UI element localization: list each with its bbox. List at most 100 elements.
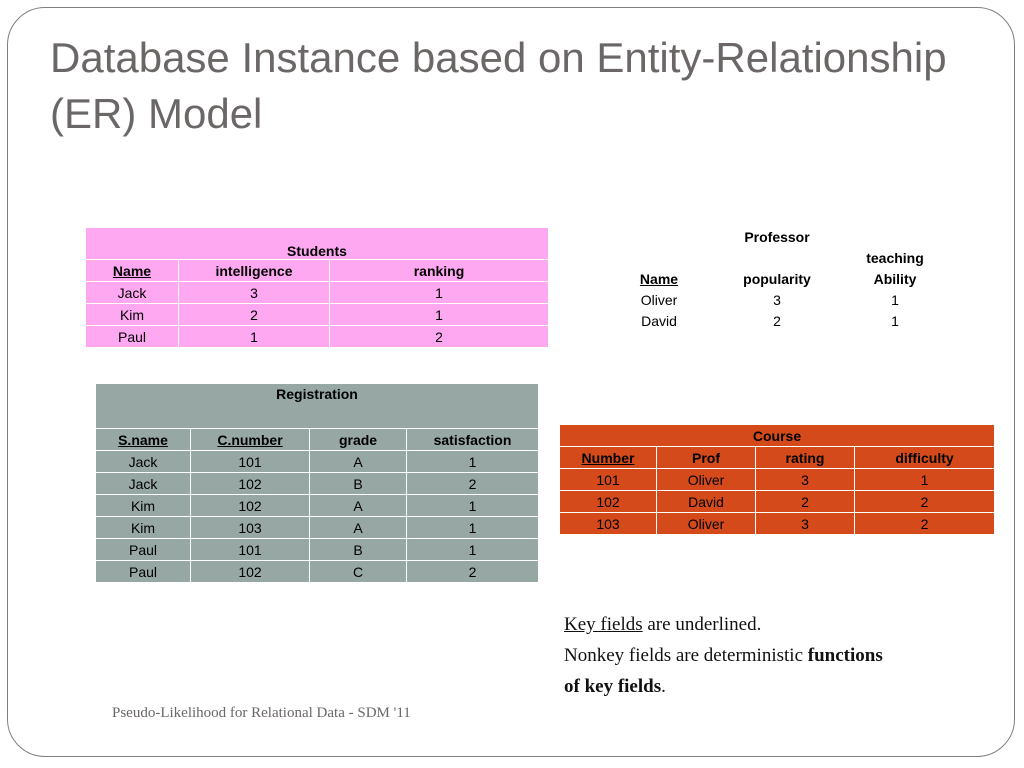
table-cell: 102: [560, 490, 657, 513]
table-row: Kim 103 A 1: [96, 516, 538, 539]
table-cell: 103: [190, 516, 310, 539]
table-cell: 3: [755, 512, 855, 535]
slide-footer: Pseudo-Likelihood for Relational Data - …: [112, 705, 411, 721]
key-fields-note: Key fields are underlined. Nonkey fields…: [564, 609, 984, 702]
table-cell: 2: [406, 560, 538, 583]
table-cell: 103: [560, 512, 657, 535]
table-cell: C: [309, 560, 407, 583]
course-header-difficulty: difficulty: [854, 446, 994, 469]
table-row: Jack 102 B 2: [96, 472, 538, 495]
table-cell: 3: [178, 281, 330, 304]
table-cell: 3: [755, 468, 855, 491]
table-cell: Paul: [96, 560, 191, 583]
table-cell: 1: [406, 450, 538, 473]
table-cell: Oliver: [640, 291, 678, 308]
students-header-name: Name: [86, 259, 179, 282]
table-cell: 2: [406, 472, 538, 495]
registration-header-satisfaction: satisfaction: [406, 428, 538, 451]
course-header-prof: Prof: [656, 446, 756, 469]
table-cell: A: [309, 516, 407, 539]
table-cell: Kim: [86, 303, 179, 326]
table-row: Kim 102 A 1: [96, 494, 538, 517]
note-key-fields: Key fields: [564, 614, 643, 635]
table-cell: David: [656, 490, 756, 513]
note-line3-end: .: [661, 676, 666, 697]
table-cell: Kim: [96, 516, 191, 539]
table-row: Kim 2 1: [86, 303, 548, 326]
table-cell: 2: [755, 490, 855, 513]
note-line1-rest: are underlined.: [642, 614, 762, 635]
students-header-ranking: ranking: [329, 259, 548, 282]
table-row: Paul 101 B 1: [96, 538, 538, 561]
table-row: Jack 101 A 1: [96, 450, 538, 473]
table-cell: 2: [854, 490, 994, 513]
table-cell: 102: [190, 472, 310, 495]
table-cell: 2: [178, 303, 330, 326]
table-cell: Jack: [96, 450, 191, 473]
table-cell: 1: [406, 538, 538, 561]
students-table: Students Name intelligence ranking Jack …: [86, 228, 548, 348]
table-row: Paul 1 2: [86, 325, 548, 348]
table-cell: 1: [178, 325, 330, 348]
table-cell: 102: [190, 494, 310, 517]
table-cell: Paul: [86, 325, 179, 348]
table-cell: 102: [190, 560, 310, 583]
slide-frame: [7, 7, 1015, 757]
table-row: Oliver 3 1: [600, 289, 954, 310]
course-header-rating: rating: [755, 446, 855, 469]
table-cell: 2: [773, 312, 781, 329]
professor-header-name: Name: [639, 270, 679, 287]
registration-caption: Registration: [96, 384, 538, 429]
table-cell: 1: [329, 303, 548, 326]
professor-caption: Professor: [744, 228, 810, 245]
professor-table: Professor teaching Name popularity Abili…: [600, 226, 954, 331]
course-caption: Course: [560, 425, 994, 447]
students-caption: Students: [86, 228, 548, 260]
slide-title: Database Instance based on Entity-Relati…: [50, 34, 947, 137]
table-cell: 1: [329, 281, 548, 304]
course-header-number: Number: [560, 446, 657, 469]
table-cell: B: [309, 472, 407, 495]
table-row: Jack 3 1: [86, 281, 548, 304]
table-cell: Oliver: [656, 512, 756, 535]
table-row: David 2 1: [600, 310, 954, 331]
note-line-3: of key fields.: [564, 671, 984, 702]
table-cell: Jack: [96, 472, 191, 495]
table-cell: 1: [891, 291, 899, 308]
note-line2-text: Nonkey fields are deterministic: [564, 645, 808, 666]
registration-header-sname: S.name: [96, 428, 191, 451]
table-cell: 101: [190, 450, 310, 473]
course-table: Course Number Prof rating difficulty 101…: [560, 425, 994, 535]
table-row: 101 Oliver 3 1: [560, 468, 994, 491]
table-cell: 1: [406, 494, 538, 517]
note-line3-bold: of key fields: [564, 676, 662, 697]
table-cell: Paul: [96, 538, 191, 561]
table-cell: 1: [406, 516, 538, 539]
table-cell: 101: [190, 538, 310, 561]
registration-header-cnumber: C.number: [190, 428, 310, 451]
table-cell: A: [309, 450, 407, 473]
registration-table: Registration S.name C.number grade satis…: [96, 384, 538, 583]
table-cell: Kim: [96, 494, 191, 517]
table-cell: A: [309, 494, 407, 517]
professor-header-teaching: teaching: [866, 249, 924, 266]
table-cell: Jack: [86, 281, 179, 304]
note-line-1: Key fields are underlined.: [564, 609, 984, 640]
table-cell: 2: [329, 325, 548, 348]
table-cell: Oliver: [656, 468, 756, 491]
table-cell: 1: [891, 312, 899, 329]
table-cell: B: [309, 538, 407, 561]
registration-header-grade: grade: [309, 428, 407, 451]
table-row: 102 David 2 2: [560, 490, 994, 513]
table-cell: 2: [854, 512, 994, 535]
note-line-2: Nonkey fields are deterministic function…: [564, 640, 984, 671]
table-cell: David: [641, 312, 677, 329]
table-row: Paul 102 C 2: [96, 560, 538, 583]
students-header-intelligence: intelligence: [178, 259, 330, 282]
table-cell: 1: [854, 468, 994, 491]
table-row: 103 Oliver 3 2: [560, 512, 994, 535]
professor-header-popularity: popularity: [743, 270, 811, 287]
table-cell: 101: [560, 468, 657, 491]
note-line2-bold: functions: [807, 645, 883, 666]
professor-header-ability: Ability: [873, 270, 917, 287]
